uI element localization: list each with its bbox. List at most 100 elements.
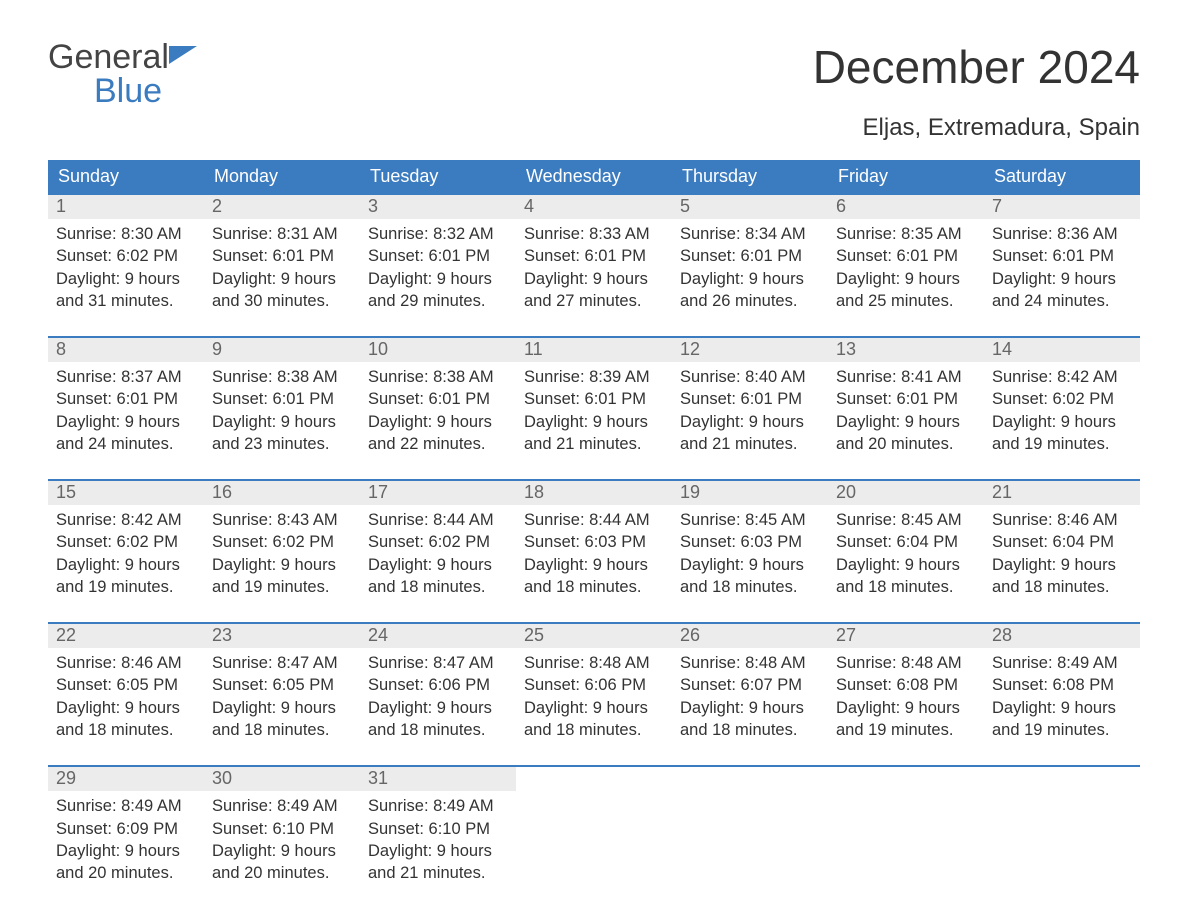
sunrise-text: Sunrise: 8:48 AM (680, 652, 820, 674)
daylight-line2: and 31 minutes. (56, 290, 196, 312)
week-row: 22Sunrise: 8:46 AMSunset: 6:05 PMDayligh… (48, 622, 1140, 741)
day-cell: 29Sunrise: 8:49 AMSunset: 6:09 PMDayligh… (48, 767, 204, 884)
logo-word1: General (48, 38, 169, 76)
sunrise-text: Sunrise: 8:49 AM (212, 795, 352, 817)
sunset-text: Sunset: 6:03 PM (524, 531, 664, 553)
day-body: Sunrise: 8:45 AMSunset: 6:03 PMDaylight:… (672, 505, 828, 598)
daylight-line1: Daylight: 9 hours (212, 554, 352, 576)
daylight-line2: and 30 minutes. (212, 290, 352, 312)
sunrise-text: Sunrise: 8:34 AM (680, 223, 820, 245)
daylight-line2: and 21 minutes. (680, 433, 820, 455)
day-cell: 3Sunrise: 8:32 AMSunset: 6:01 PMDaylight… (360, 195, 516, 312)
daylight-line1: Daylight: 9 hours (524, 697, 664, 719)
day-cell: 8Sunrise: 8:37 AMSunset: 6:01 PMDaylight… (48, 338, 204, 455)
day-cell: 14Sunrise: 8:42 AMSunset: 6:02 PMDayligh… (984, 338, 1140, 455)
daylight-line1: Daylight: 9 hours (56, 411, 196, 433)
dow-wednesday: Wednesday (516, 160, 672, 193)
sunset-text: Sunset: 6:09 PM (56, 818, 196, 840)
daylight-line2: and 18 minutes. (992, 576, 1132, 598)
day-body: Sunrise: 8:40 AMSunset: 6:01 PMDaylight:… (672, 362, 828, 455)
day-cell: 11Sunrise: 8:39 AMSunset: 6:01 PMDayligh… (516, 338, 672, 455)
daylight-line1: Daylight: 9 hours (524, 411, 664, 433)
week-row: 8Sunrise: 8:37 AMSunset: 6:01 PMDaylight… (48, 336, 1140, 455)
day-number: 15 (48, 481, 204, 505)
daylight-line1: Daylight: 9 hours (992, 697, 1132, 719)
day-body: Sunrise: 8:33 AMSunset: 6:01 PMDaylight:… (516, 219, 672, 312)
daylight-line2: and 19 minutes. (836, 719, 976, 741)
daylight-line1: Daylight: 9 hours (680, 268, 820, 290)
day-number: 12 (672, 338, 828, 362)
day-body: Sunrise: 8:46 AMSunset: 6:05 PMDaylight:… (48, 648, 204, 741)
sunrise-text: Sunrise: 8:44 AM (368, 509, 508, 531)
sunrise-text: Sunrise: 8:48 AM (524, 652, 664, 674)
logo-word2: Blue (94, 72, 162, 110)
day-body: Sunrise: 8:34 AMSunset: 6:01 PMDaylight:… (672, 219, 828, 312)
daylight-line1: Daylight: 9 hours (836, 268, 976, 290)
daylight-line1: Daylight: 9 hours (368, 840, 508, 862)
day-cell: 23Sunrise: 8:47 AMSunset: 6:05 PMDayligh… (204, 624, 360, 741)
dow-thursday: Thursday (672, 160, 828, 193)
daylight-line2: and 19 minutes. (56, 576, 196, 598)
day-body: Sunrise: 8:31 AMSunset: 6:01 PMDaylight:… (204, 219, 360, 312)
sunset-text: Sunset: 6:01 PM (680, 245, 820, 267)
calendar: Sunday Monday Tuesday Wednesday Thursday… (48, 160, 1140, 884)
day-cell: 19Sunrise: 8:45 AMSunset: 6:03 PMDayligh… (672, 481, 828, 598)
sunrise-text: Sunrise: 8:38 AM (368, 366, 508, 388)
daylight-line1: Daylight: 9 hours (524, 268, 664, 290)
day-body: Sunrise: 8:38 AMSunset: 6:01 PMDaylight:… (360, 362, 516, 455)
dow-monday: Monday (204, 160, 360, 193)
day-body: Sunrise: 8:44 AMSunset: 6:03 PMDaylight:… (516, 505, 672, 598)
sunset-text: Sunset: 6:10 PM (212, 818, 352, 840)
day-body: Sunrise: 8:37 AMSunset: 6:01 PMDaylight:… (48, 362, 204, 455)
day-body: Sunrise: 8:45 AMSunset: 6:04 PMDaylight:… (828, 505, 984, 598)
daylight-line2: and 21 minutes. (368, 862, 508, 884)
day-number: 23 (204, 624, 360, 648)
daylight-line2: and 19 minutes. (992, 433, 1132, 455)
day-body: Sunrise: 8:30 AMSunset: 6:02 PMDaylight:… (48, 219, 204, 312)
day-cell: 12Sunrise: 8:40 AMSunset: 6:01 PMDayligh… (672, 338, 828, 455)
day-cell: 9Sunrise: 8:38 AMSunset: 6:01 PMDaylight… (204, 338, 360, 455)
sunrise-text: Sunrise: 8:36 AM (992, 223, 1132, 245)
day-cell: 1Sunrise: 8:30 AMSunset: 6:02 PMDaylight… (48, 195, 204, 312)
day-cell: 24Sunrise: 8:47 AMSunset: 6:06 PMDayligh… (360, 624, 516, 741)
sunrise-text: Sunrise: 8:32 AM (368, 223, 508, 245)
day-body: Sunrise: 8:47 AMSunset: 6:05 PMDaylight:… (204, 648, 360, 741)
day-body: Sunrise: 8:32 AMSunset: 6:01 PMDaylight:… (360, 219, 516, 312)
day-number: 29 (48, 767, 204, 791)
daylight-line2: and 18 minutes. (56, 719, 196, 741)
sunrise-text: Sunrise: 8:42 AM (992, 366, 1132, 388)
day-cell: 5Sunrise: 8:34 AMSunset: 6:01 PMDaylight… (672, 195, 828, 312)
daylight-line1: Daylight: 9 hours (524, 554, 664, 576)
day-cell: 4Sunrise: 8:33 AMSunset: 6:01 PMDaylight… (516, 195, 672, 312)
daylight-line2: and 18 minutes. (368, 576, 508, 598)
day-cell: 27Sunrise: 8:48 AMSunset: 6:08 PMDayligh… (828, 624, 984, 741)
day-body: Sunrise: 8:43 AMSunset: 6:02 PMDaylight:… (204, 505, 360, 598)
daylight-line1: Daylight: 9 hours (212, 697, 352, 719)
week-row: 29 Sunrise: 8:49 AM Sunset: 6:09 PM Dayligh… (48, 765, 1140, 884)
day-number: 25 (516, 624, 672, 648)
day-body: Sunrise: 8:39 AMSunset: 6:01 PMDaylight:… (516, 362, 672, 455)
day-number: 8 (48, 338, 204, 362)
location-subtitle: Eljas, Extremadura, Spain (48, 114, 1140, 142)
sunrise-text: Sunrise: 8:47 AM (368, 652, 508, 674)
day-number: 10 (360, 338, 516, 362)
daylight-line2: and 22 minutes. (368, 433, 508, 455)
daylight-line2: and 21 minutes. (524, 433, 664, 455)
day-of-week-header: Sunday Monday Tuesday Wednesday Thursday… (48, 160, 1140, 193)
day-number: 27 (828, 624, 984, 648)
daylight-line1: Daylight: 9 hours (836, 554, 976, 576)
day-body: Sunrise: 8:48 AMSunset: 6:07 PMDaylight:… (672, 648, 828, 741)
day-body: Sunrise: 8:35 AMSunset: 6:01 PMDaylight:… (828, 219, 984, 312)
sunset-text: Sunset: 6:01 PM (524, 388, 664, 410)
day-number: 5 (672, 195, 828, 219)
day-number: 13 (828, 338, 984, 362)
daylight-line1: Daylight: 9 hours (56, 697, 196, 719)
sunset-text: Sunset: 6:01 PM (524, 245, 664, 267)
sunrise-text: Sunrise: 8:48 AM (836, 652, 976, 674)
day-body: Sunrise: 8:36 AMSunset: 6:01 PMDaylight:… (984, 219, 1140, 312)
day-cell: 13Sunrise: 8:41 AMSunset: 6:01 PMDayligh… (828, 338, 984, 455)
daylight-line2: and 26 minutes. (680, 290, 820, 312)
sunset-text: Sunset: 6:01 PM (212, 388, 352, 410)
weeks-container: 1Sunrise: 8:30 AMSunset: 6:02 PMDaylight… (48, 193, 1140, 884)
sunset-text: Sunset: 6:06 PM (368, 674, 508, 696)
